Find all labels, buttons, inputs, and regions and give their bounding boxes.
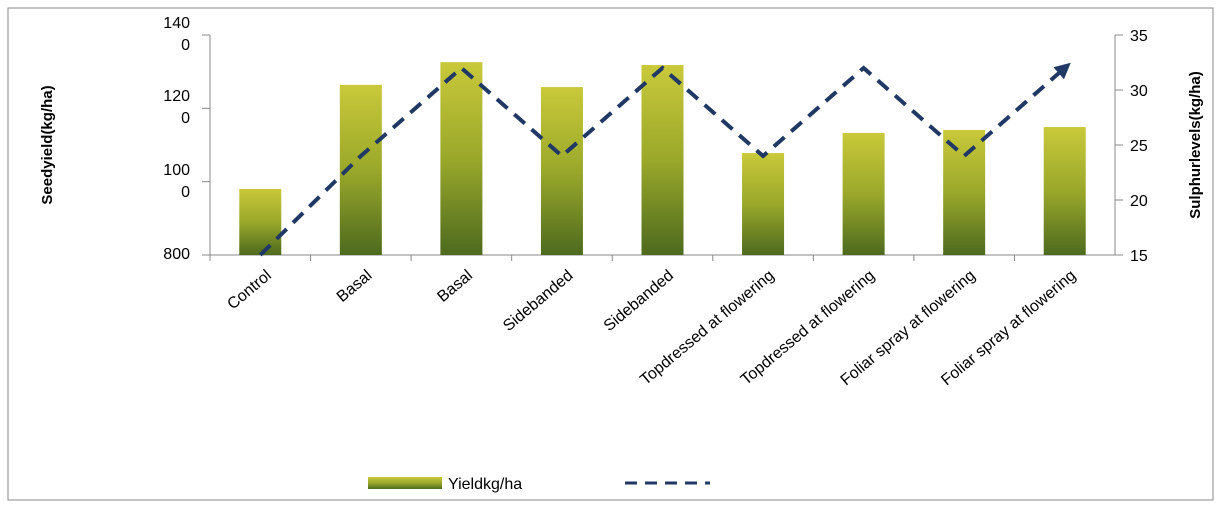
bar	[842, 132, 885, 255]
legend-label: Yieldkg/ha	[448, 476, 522, 493]
bar	[540, 87, 583, 255]
line	[258, 62, 1071, 257]
y2-axis-title: Sulphurlevels(kg/ha)	[1187, 71, 1204, 219]
y-tick-label: 1400	[163, 15, 190, 54]
y-tick-label-box: 1400	[163, 15, 190, 54]
bar	[742, 153, 785, 255]
bar	[239, 189, 282, 255]
y-axis-title: Seedyield(kg/ha)	[39, 85, 56, 204]
y-tick-label-box: 800	[163, 246, 190, 263]
y2-tick-label: 20	[1130, 193, 1148, 210]
bar	[641, 65, 684, 255]
chart-frame	[7, 7, 1214, 501]
y2-tick-label: 30	[1130, 83, 1148, 100]
y2-tick-label: 15	[1130, 248, 1148, 265]
y2-tick-label: 35	[1130, 28, 1148, 45]
bar	[943, 129, 986, 255]
bar	[440, 62, 483, 256]
y-tick-label-box: 1000	[163, 161, 190, 201]
y-tick-label: 800	[163, 246, 190, 263]
y-tick-label: 1000	[163, 161, 190, 201]
y-tick-label: 1200	[163, 88, 190, 128]
y2-tick-label: 25	[1130, 138, 1148, 155]
y-tick-label-box: 1200	[163, 88, 190, 128]
legend-swatch	[368, 477, 442, 489]
bar	[1043, 127, 1086, 255]
